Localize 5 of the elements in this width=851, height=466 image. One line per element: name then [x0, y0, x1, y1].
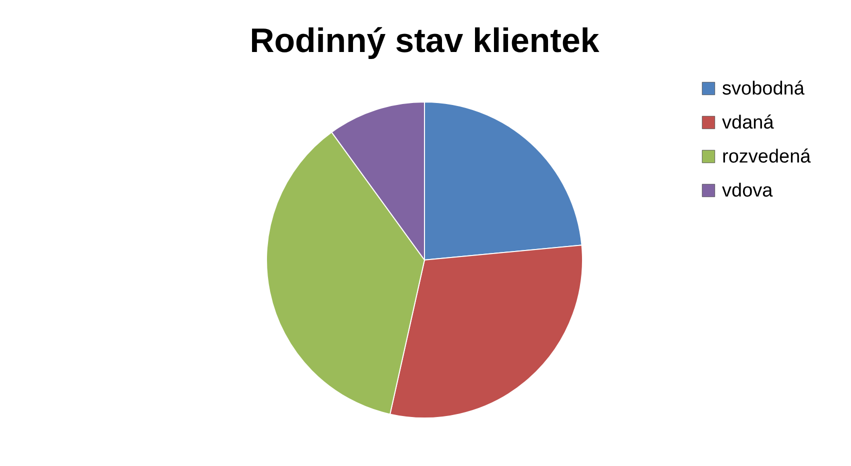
legend-label: vdaná	[722, 112, 774, 134]
legend-label: svobodná	[722, 78, 805, 100]
chart-title: Rodinný stav klientek	[250, 22, 600, 60]
legend-label: vdova	[722, 180, 774, 202]
legend-label: rozvedená	[722, 146, 812, 168]
